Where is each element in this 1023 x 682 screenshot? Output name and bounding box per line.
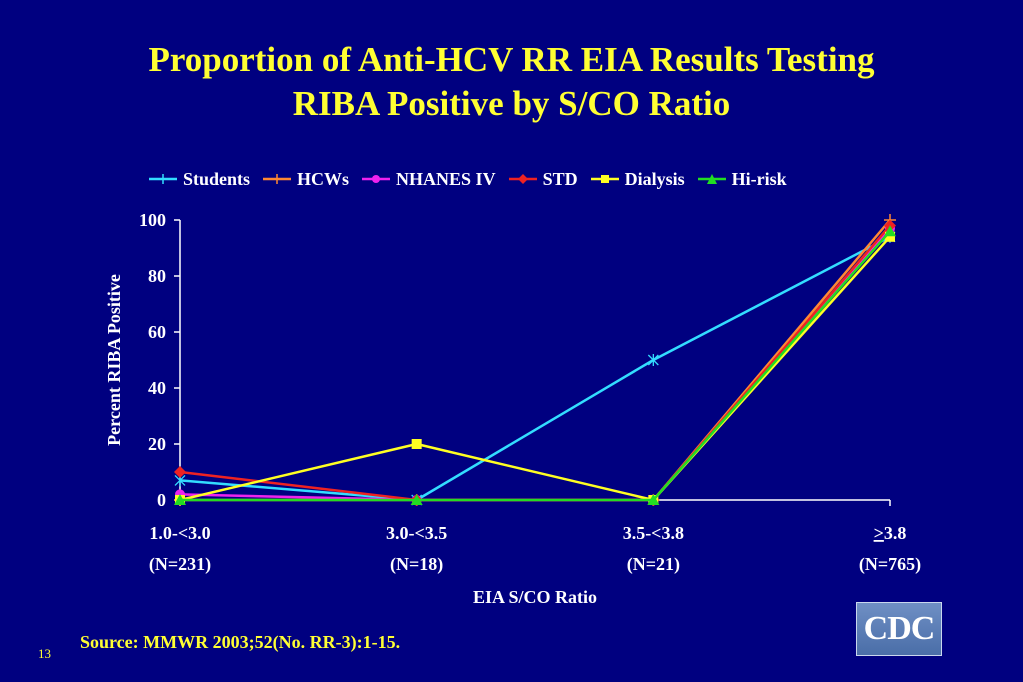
y-tick-label: 0 xyxy=(157,490,166,510)
data-point-std xyxy=(174,466,186,478)
legend-item-nhanes-iv: NHANES IV xyxy=(361,169,496,190)
y-axis-title: Percent RIBA Positive xyxy=(104,274,124,446)
legend-item-hi-risk: Hi-risk xyxy=(697,169,787,190)
legend-item-hcws: HCWs xyxy=(262,169,349,190)
series-line-dialysis xyxy=(179,235,891,502)
data-point-students xyxy=(647,354,659,366)
series-line-std xyxy=(179,224,891,502)
legend-label-dialysis: Dialysis xyxy=(624,168,685,189)
legend-label-students: Students xyxy=(183,168,251,189)
x-axis-title: EIA S/CO Ratio xyxy=(473,587,597,607)
legend-swatch-students xyxy=(149,174,177,184)
data-point-hi-risk xyxy=(410,494,423,505)
legend-swatch-std xyxy=(508,174,537,184)
legend-label-nhanes-iv: NHANES IV xyxy=(396,168,496,189)
x-tick-label: 1.0-<3.0 xyxy=(149,523,210,543)
x-tick-label: 3.5-<3.8 xyxy=(623,523,684,543)
x-category-count: (N=21) xyxy=(627,554,680,575)
y-tick-label: 80 xyxy=(148,266,166,286)
x-category-count: (N=765) xyxy=(859,554,921,575)
y-tick-label: 60 xyxy=(148,322,166,342)
slide-number: 13 xyxy=(38,646,51,661)
y-tick-label: 100 xyxy=(139,210,166,230)
x-tick-label: 3.0-<3.5 xyxy=(386,523,447,543)
legend-swatch-dialysis xyxy=(590,175,619,183)
x-category-count: (N=18) xyxy=(390,554,443,575)
slide-title: Proportion of Anti-HCV RR EIA Results Te… xyxy=(0,38,1023,126)
legend-swatch-hcws xyxy=(263,174,292,184)
title-line-2: RIBA Positive by S/CO Ratio xyxy=(292,84,731,123)
data-point-dialysis xyxy=(411,439,422,449)
legend-item-std: STD xyxy=(508,169,578,190)
data-point-hi-risk xyxy=(647,494,660,505)
x-tick-label: >3.8 xyxy=(874,523,907,543)
x-category-count: (N=231) xyxy=(149,554,211,575)
source-citation: Source: MMWR 2003;52(No. RR-3):1-15. xyxy=(80,632,401,652)
y-tick-label: 40 xyxy=(148,378,166,398)
cdc-logo: CDC xyxy=(856,602,942,656)
series-line-hcws xyxy=(180,219,891,502)
data-point-dialysis xyxy=(885,231,895,242)
legend-label-hcws: HCWs xyxy=(297,168,350,189)
y-tick-label: 20 xyxy=(148,434,166,454)
title-line-1: Proportion of Anti-HCV RR EIA Results Te… xyxy=(148,40,875,79)
data-point-hi-risk xyxy=(884,225,896,237)
legend-item-dialysis: Dialysis xyxy=(590,169,685,190)
series-line-hi-risk xyxy=(180,230,891,502)
data-point-hi-risk xyxy=(174,494,186,505)
legend-item-students: Students xyxy=(148,169,250,190)
legend-swatch-nhanes-iv xyxy=(362,175,391,183)
series-line-nhanes-iv xyxy=(179,227,891,502)
chart-legend: Students HCWs NHANES IV STD Dialysis Hi-risk xyxy=(148,167,793,191)
legend-label-std: STD xyxy=(542,168,578,189)
legend-label-hi-risk: Hi-risk xyxy=(731,168,787,189)
legend-swatch-hi-risk xyxy=(697,174,726,184)
series-line-students xyxy=(179,235,891,502)
